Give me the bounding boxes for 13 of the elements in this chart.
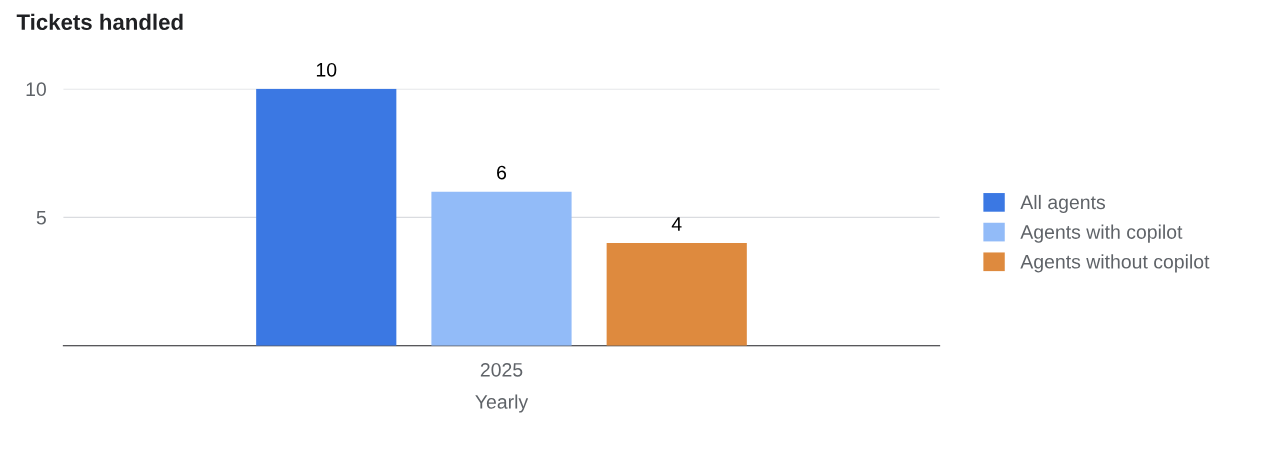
data-label: 6	[497, 165, 507, 180]
y-tick-label: 5	[36, 210, 46, 225]
legend-label: Agents with copilot	[1020, 224, 1183, 243]
x-tick-label: 2025	[480, 362, 523, 377]
legend-label: All agents	[1020, 194, 1106, 214]
bar	[431, 191, 572, 346]
legend-label: Agents without copilot	[1020, 254, 1210, 273]
x-axis-title: Yearly	[475, 394, 529, 413]
bar	[606, 243, 747, 346]
data-label: 4	[671, 217, 682, 231]
chart-title: Tickets handled	[16, 13, 183, 30]
data-label: 10	[316, 62, 337, 77]
bar	[256, 88, 397, 346]
